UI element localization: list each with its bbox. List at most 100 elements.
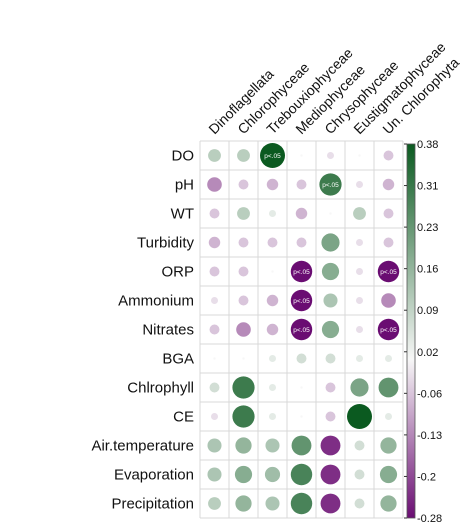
significance-label: p<.05 xyxy=(293,269,310,276)
correlation-circle xyxy=(271,270,274,273)
correlation-circle xyxy=(237,207,250,220)
correlation-circle xyxy=(300,415,303,418)
significance-label: p<.05 xyxy=(293,327,310,334)
correlation-circle xyxy=(268,209,277,218)
correlation-circle xyxy=(260,143,285,168)
row-label: Evaporation xyxy=(114,467,194,484)
row-label: DO xyxy=(172,148,195,165)
row-label: pH xyxy=(175,177,194,194)
row-label: Turbidity xyxy=(137,235,194,252)
correlation-circle xyxy=(236,322,251,337)
significance-label: p<.05 xyxy=(322,182,339,189)
correlation-circle xyxy=(383,208,394,219)
correlation-circle xyxy=(355,180,364,189)
significance-label: p<.05 xyxy=(380,327,397,334)
correlation-circle xyxy=(320,464,341,485)
correlation-circle xyxy=(234,465,253,484)
correlation-circle xyxy=(320,435,341,456)
correlation-circle xyxy=(291,435,312,456)
correlation-circle xyxy=(238,295,249,306)
correlation-circle xyxy=(354,498,365,509)
correlation-circle xyxy=(209,324,220,335)
correlation-circle xyxy=(319,173,342,196)
correlation-circle xyxy=(290,318,313,341)
significance-label: p<.05 xyxy=(264,153,281,160)
correlation-circle xyxy=(295,207,308,220)
correlation-circle xyxy=(354,469,365,480)
correlation-circle xyxy=(378,377,399,398)
correlation-circle xyxy=(350,378,369,397)
correlation-circle xyxy=(377,260,400,283)
correlation-circle xyxy=(383,150,394,161)
correlation-circle xyxy=(237,149,250,162)
correlation-circle xyxy=(232,376,255,399)
row-label: Nitrates xyxy=(142,322,194,339)
significance-label: p<.05 xyxy=(380,269,397,276)
correlation-circle xyxy=(209,382,220,393)
row-label: ORP xyxy=(161,264,194,281)
row-label: CE xyxy=(173,409,194,426)
colorbar-tick-label: 0.31 xyxy=(417,181,438,193)
correlation-circle xyxy=(326,151,335,160)
row-label: Precipitation xyxy=(111,496,194,513)
row-label: WT xyxy=(171,206,194,223)
correlation-circle xyxy=(377,318,400,341)
correlation-circle xyxy=(290,492,313,515)
correlation-circle xyxy=(355,238,364,247)
correlation-circle xyxy=(355,325,364,334)
correlation-circle xyxy=(213,357,216,360)
correlation-circle xyxy=(384,412,393,421)
correlation-circle xyxy=(235,495,252,512)
correlation-circle xyxy=(268,383,277,392)
correlation-circle xyxy=(380,437,397,454)
correlation-circle xyxy=(290,289,313,312)
correlation-circle xyxy=(210,296,219,305)
correlation-circle xyxy=(325,382,336,393)
correlation-circle xyxy=(207,438,222,453)
correlation-circle xyxy=(238,179,249,190)
correlation-circle xyxy=(268,354,277,363)
correlation-circle xyxy=(266,294,279,307)
colorbar-tick-label: 0.16 xyxy=(417,264,438,276)
correlation-circle xyxy=(290,463,313,486)
colorbar-tick-label: -0.28 xyxy=(417,513,442,524)
correlation-circle xyxy=(208,497,221,510)
correlation-circle xyxy=(242,357,245,360)
correlation-circle xyxy=(325,411,336,422)
correlation-circle xyxy=(321,320,340,339)
colorbar-tick-label: 0.38 xyxy=(417,139,438,151)
correlation-circle xyxy=(296,179,307,190)
correlation-circle xyxy=(264,466,281,483)
correlation-circle xyxy=(325,353,336,364)
correlation-circle xyxy=(232,405,255,428)
correlation-circle xyxy=(238,266,249,277)
correlation-circle xyxy=(296,237,307,248)
correlation-circle xyxy=(290,260,313,283)
colorbar-tick-label: 0.02 xyxy=(417,347,438,359)
colorbar-tick-label: -0.13 xyxy=(417,430,442,442)
correlation-circle xyxy=(347,404,372,429)
correlation-circle xyxy=(300,386,303,389)
row-label: Ammonium xyxy=(118,293,194,310)
correlation-circle xyxy=(296,353,307,364)
correlation-circle xyxy=(265,438,280,453)
correlation-circle xyxy=(323,293,338,308)
correlation-circle xyxy=(209,266,220,277)
correlation-circle xyxy=(321,233,340,252)
correlation-circle xyxy=(300,154,303,157)
correlation-circle xyxy=(379,465,398,484)
row-label: Chlrophyll xyxy=(127,380,194,397)
correlation-circle xyxy=(265,496,280,511)
correlation-circle xyxy=(320,493,341,514)
correlation-circle xyxy=(355,354,364,363)
correlation-circle xyxy=(321,262,340,281)
correlation-circle xyxy=(355,296,364,305)
correlation-circle xyxy=(266,178,279,191)
colorbar-tick-label: 0.09 xyxy=(417,305,438,317)
correlation-circle xyxy=(266,323,279,336)
correlation-circle xyxy=(209,208,220,219)
correlation-circle xyxy=(384,354,393,363)
colorbar-tick-label: 0.23 xyxy=(417,222,438,234)
correlation-circle xyxy=(207,177,222,192)
